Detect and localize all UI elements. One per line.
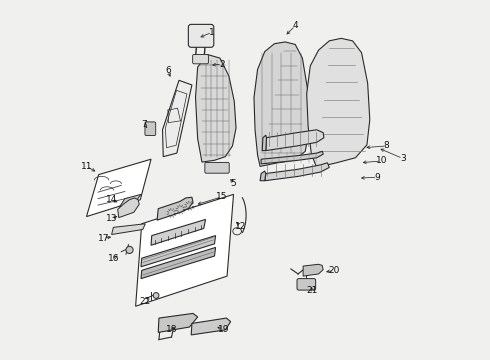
Polygon shape [141,247,216,279]
Polygon shape [307,39,370,167]
Text: 17: 17 [98,234,109,243]
FancyBboxPatch shape [193,54,208,64]
Text: 11: 11 [81,162,92,171]
Text: 13: 13 [106,214,117,223]
Text: 7: 7 [142,120,147,129]
Text: 19: 19 [218,325,229,334]
FancyBboxPatch shape [297,279,316,290]
Polygon shape [261,151,323,164]
Polygon shape [136,194,234,306]
Text: 9: 9 [375,173,381,182]
Polygon shape [112,224,146,234]
Polygon shape [118,198,139,218]
Polygon shape [265,163,329,181]
Text: 6: 6 [165,66,171,75]
Polygon shape [303,264,323,276]
Polygon shape [87,159,151,217]
Text: 2: 2 [219,60,225,69]
FancyBboxPatch shape [188,24,214,47]
Text: 16: 16 [108,254,119,263]
Text: 22: 22 [140,297,151,306]
Polygon shape [262,135,267,150]
Polygon shape [120,194,141,207]
Polygon shape [254,42,310,166]
Text: 8: 8 [384,141,390,150]
Circle shape [126,246,133,253]
Text: 10: 10 [375,157,387,166]
Text: 18: 18 [166,325,177,334]
Polygon shape [158,314,197,332]
Polygon shape [196,54,236,162]
Text: 14: 14 [106,195,117,204]
Text: 4: 4 [293,21,298,30]
Polygon shape [260,171,266,181]
Polygon shape [266,130,324,150]
FancyBboxPatch shape [145,122,156,135]
Circle shape [153,293,159,298]
Polygon shape [191,318,231,335]
Polygon shape [157,197,193,220]
Text: 1: 1 [209,28,215,37]
Text: 3: 3 [400,154,406,163]
Polygon shape [141,235,216,267]
Polygon shape [163,80,192,157]
Text: 12: 12 [235,222,246,231]
Text: 15: 15 [216,192,227,201]
Text: 21: 21 [307,286,318,295]
Text: 5: 5 [231,179,236,188]
Polygon shape [151,220,205,245]
Text: 20: 20 [328,266,340,275]
FancyBboxPatch shape [205,162,229,173]
